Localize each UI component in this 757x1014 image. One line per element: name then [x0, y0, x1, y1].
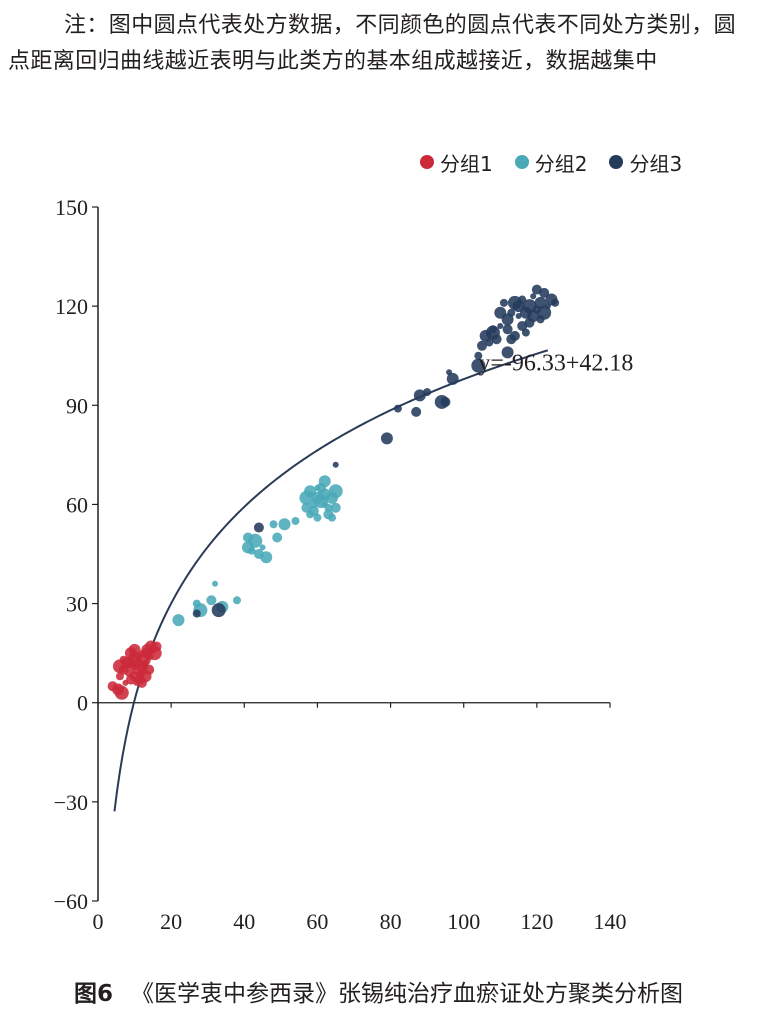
data-point-group2 — [272, 532, 283, 543]
y-tick-label: 0 — [77, 691, 88, 716]
legend-item-group2: 分组2 — [514, 148, 588, 177]
legend-item-group3: 分组3 — [609, 148, 682, 177]
legend-item-group1: 分组1 — [420, 148, 493, 177]
regression-label: y=-96.33+42.18 — [478, 350, 633, 376]
data-point-group3 — [488, 325, 497, 334]
data-point-group3 — [474, 351, 483, 360]
data-point-group2 — [328, 513, 337, 522]
data-point-group3 — [491, 334, 502, 345]
legend-label-group1: 分组1 — [440, 151, 493, 176]
chart-legend: 分组1 分组2 分组3 — [420, 148, 682, 176]
data-point-group2 — [313, 513, 322, 522]
data-point-group2 — [278, 518, 291, 531]
figure-number: 图6 — [73, 981, 113, 1007]
x-tick-label: 120 — [520, 909, 553, 934]
data-point-group2 — [232, 596, 241, 605]
data-point-group1 — [128, 643, 141, 656]
data-point-group1 — [125, 658, 136, 669]
data-point-group3 — [518, 295, 527, 304]
x-tick-label: 100 — [447, 909, 480, 934]
data-point-group3 — [192, 609, 201, 618]
x-tick-label: 80 — [380, 909, 402, 934]
legend-label-group3: 分组3 — [629, 151, 683, 176]
data-point-group3 — [539, 287, 550, 298]
data-point-group3 — [411, 406, 422, 417]
legend-label-group2: 分组2 — [534, 151, 588, 176]
data-point-group3 — [380, 432, 393, 445]
data-point-group2 — [291, 516, 300, 525]
data-point-group3 — [477, 340, 487, 351]
x-tick-label: 20 — [160, 909, 182, 934]
data-point-group3 — [440, 396, 451, 407]
data-point-group2 — [330, 502, 341, 513]
data-point-group2 — [328, 484, 343, 499]
data-point-group3 — [471, 358, 486, 373]
data-point-group2 — [318, 475, 331, 488]
x-tick-label: 0 — [93, 909, 104, 934]
x-tick-label: 140 — [594, 909, 627, 934]
figure-note: 注：图中圆点代表处方数据，不同颜色的圆点代表不同处方类别，圆点距离回归曲线越近表… — [8, 13, 737, 74]
data-point-group1 — [114, 685, 129, 700]
data-point-group3 — [485, 338, 494, 347]
figure-title: 《医学衷中参西录》张锡纯治疗血瘀证处方聚类分析图 — [131, 981, 683, 1007]
data-point-group2 — [248, 533, 263, 548]
data-point-group1 — [139, 670, 152, 683]
data-point-group3 — [515, 313, 522, 320]
data-point-group3 — [506, 334, 517, 345]
data-point-group3 — [446, 372, 459, 385]
figure-caption: 图6 《医学衷中参西录》张锡纯治疗血瘀证处方聚类分析图 — [0, 974, 757, 1008]
data-point-group3 — [332, 461, 339, 468]
data-point-group3 — [502, 324, 513, 335]
data-point-group3 — [423, 388, 432, 397]
y-tick-label: 60 — [66, 492, 88, 517]
data-point-group3 — [501, 346, 514, 359]
data-point-group2 — [259, 544, 266, 551]
y-tick-label: 90 — [66, 393, 88, 418]
data-point-group3 — [393, 404, 402, 413]
y-tick-label: 120 — [55, 294, 88, 319]
x-tick-label: 60 — [306, 909, 328, 934]
data-point-group1 — [138, 650, 145, 657]
data-point-group3 — [211, 603, 226, 618]
y-tick-label: −30 — [54, 790, 88, 815]
data-point-group2 — [247, 546, 256, 555]
data-point-group3 — [551, 298, 560, 307]
data-point-group3 — [521, 328, 530, 337]
legend-dot-group2 — [514, 155, 529, 169]
data-point-group2 — [324, 503, 333, 512]
scatter-chart: −60 −30 0 30 60 90 120 150 0 20 40 60 80 100 120 140 y=-… — [54, 195, 634, 934]
data-point-group2 — [306, 510, 315, 519]
data-point-group2 — [314, 484, 321, 491]
data-point-group3 — [537, 305, 552, 320]
data-point-group2 — [172, 614, 185, 627]
data-point-group1 — [142, 660, 149, 667]
data-point-group1 — [112, 659, 127, 674]
data-point-group1 — [151, 641, 162, 652]
data-point-group3 — [253, 522, 264, 533]
data-point-group1 — [134, 659, 143, 668]
data-point-group3 — [413, 389, 426, 402]
data-point-group3 — [499, 298, 508, 307]
data-point-group3 — [507, 308, 516, 317]
data-point-group2 — [212, 580, 219, 587]
data-point-group2 — [206, 595, 217, 606]
legend-dot-group3 — [609, 155, 624, 169]
y-tick-label: 150 — [55, 195, 88, 220]
y-tick-label: −60 — [54, 889, 88, 914]
x-tick-label: 40 — [233, 909, 255, 934]
data-point-group2 — [260, 551, 273, 564]
data-point-group2 — [269, 520, 278, 529]
data-point-group3 — [497, 322, 504, 329]
y-tick-label: 30 — [66, 592, 88, 617]
legend-dot-group1 — [420, 155, 434, 169]
regression-curve — [113, 349, 549, 812]
data-point-group3 — [530, 293, 537, 300]
